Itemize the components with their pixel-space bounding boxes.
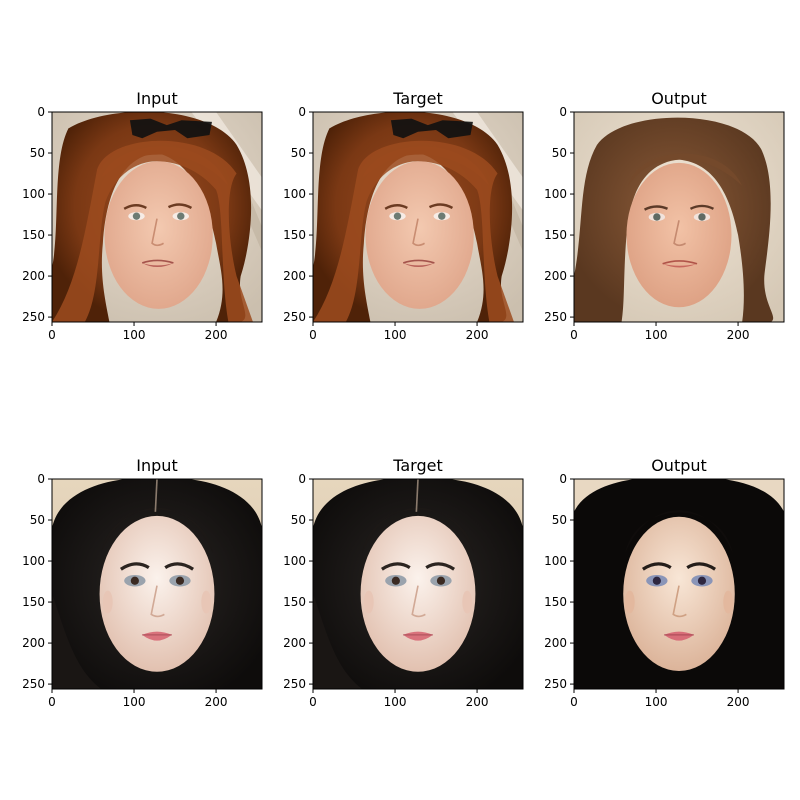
x-tick-label: 100 (123, 328, 146, 342)
y-tick-label: 250 (544, 677, 567, 691)
y-tick-label: 100 (283, 554, 306, 568)
panel-title: Target (392, 89, 443, 108)
x-tick-label: 0 (309, 328, 317, 342)
x-tick-label: 0 (570, 328, 578, 342)
y-tick-label: 100 (22, 554, 45, 568)
x-tick-label: 200 (727, 328, 750, 342)
image-panel: Output 0 100 200 0 50 100 150 200 250 (544, 89, 785, 342)
x-tick-label: 100 (645, 328, 668, 342)
y-tick-label: 0 (559, 472, 567, 486)
face-photo (574, 479, 784, 689)
y-tick-label: 200 (544, 269, 567, 283)
x-tick-label: 200 (727, 695, 750, 709)
panel-title: Target (392, 456, 443, 475)
y-tick-label: 100 (544, 554, 567, 568)
y-tick-label: 150 (283, 595, 306, 609)
x-tick-label: 200 (205, 328, 228, 342)
face-photo (52, 479, 262, 689)
axes-frame (51, 478, 263, 690)
y-tick-label: 250 (22, 677, 45, 691)
panel-title: Output (651, 89, 707, 108)
panel-title: Input (136, 89, 177, 108)
axes-frame (573, 111, 785, 323)
y-tick-label: 0 (37, 472, 45, 486)
y-tick-label: 250 (544, 310, 567, 324)
y-tick-label: 50 (552, 513, 567, 527)
face-photo (52, 112, 262, 322)
y-tick-label: 150 (283, 228, 306, 242)
y-tick-label: 100 (22, 187, 45, 201)
y-tick-label: 250 (22, 310, 45, 324)
y-tick-label: 150 (544, 595, 567, 609)
y-tick-label: 200 (283, 269, 306, 283)
x-tick-label: 0 (48, 695, 56, 709)
face-photo (313, 112, 523, 322)
y-tick-label: 50 (30, 513, 45, 527)
y-tick-label: 200 (283, 636, 306, 650)
y-tick-label: 50 (30, 146, 45, 160)
panel-title: Output (651, 456, 707, 475)
panel-title: Input (136, 456, 177, 475)
axes-frame (573, 478, 785, 690)
x-tick-label: 100 (384, 695, 407, 709)
y-tick-label: 100 (283, 187, 306, 201)
x-tick-label: 100 (645, 695, 668, 709)
y-tick-label: 200 (22, 269, 45, 283)
y-tick-label: 200 (22, 636, 45, 650)
x-tick-label: 0 (48, 328, 56, 342)
y-tick-label: 0 (559, 105, 567, 119)
x-tick-label: 100 (384, 328, 407, 342)
x-tick-label: 200 (466, 695, 489, 709)
x-tick-label: 0 (309, 695, 317, 709)
y-tick-label: 200 (544, 636, 567, 650)
image-panel: Target 0 100 200 0 50 100 150 200 250 (283, 89, 524, 342)
y-tick-label: 100 (544, 187, 567, 201)
image-panel: Input 0 100 200 0 50 100 150 200 250 (22, 89, 263, 342)
face-photo (574, 112, 784, 322)
y-tick-label: 150 (22, 595, 45, 609)
y-tick-label: 50 (552, 146, 567, 160)
y-tick-label: 0 (298, 472, 306, 486)
image-panel: Output 0 100 200 0 50 100 150 200 250 (544, 456, 785, 709)
x-tick-label: 100 (123, 695, 146, 709)
axes-frame (312, 111, 524, 323)
axes-frame (312, 478, 524, 690)
y-tick-label: 50 (291, 146, 306, 160)
x-tick-label: 200 (466, 328, 489, 342)
y-tick-label: 0 (37, 105, 45, 119)
image-panel: Target 0 100 200 0 50 100 150 200 250 (283, 456, 524, 709)
y-tick-label: 150 (22, 228, 45, 242)
x-tick-label: 200 (205, 695, 228, 709)
face-photo (313, 479, 523, 689)
y-tick-label: 50 (291, 513, 306, 527)
y-tick-label: 150 (544, 228, 567, 242)
y-tick-label: 250 (283, 677, 306, 691)
axes-frame (51, 111, 263, 323)
y-tick-label: 0 (298, 105, 306, 119)
image-panel: Input 0 100 200 0 50 100 150 200 250 (22, 456, 263, 709)
y-tick-label: 250 (283, 310, 306, 324)
x-tick-label: 0 (570, 695, 578, 709)
